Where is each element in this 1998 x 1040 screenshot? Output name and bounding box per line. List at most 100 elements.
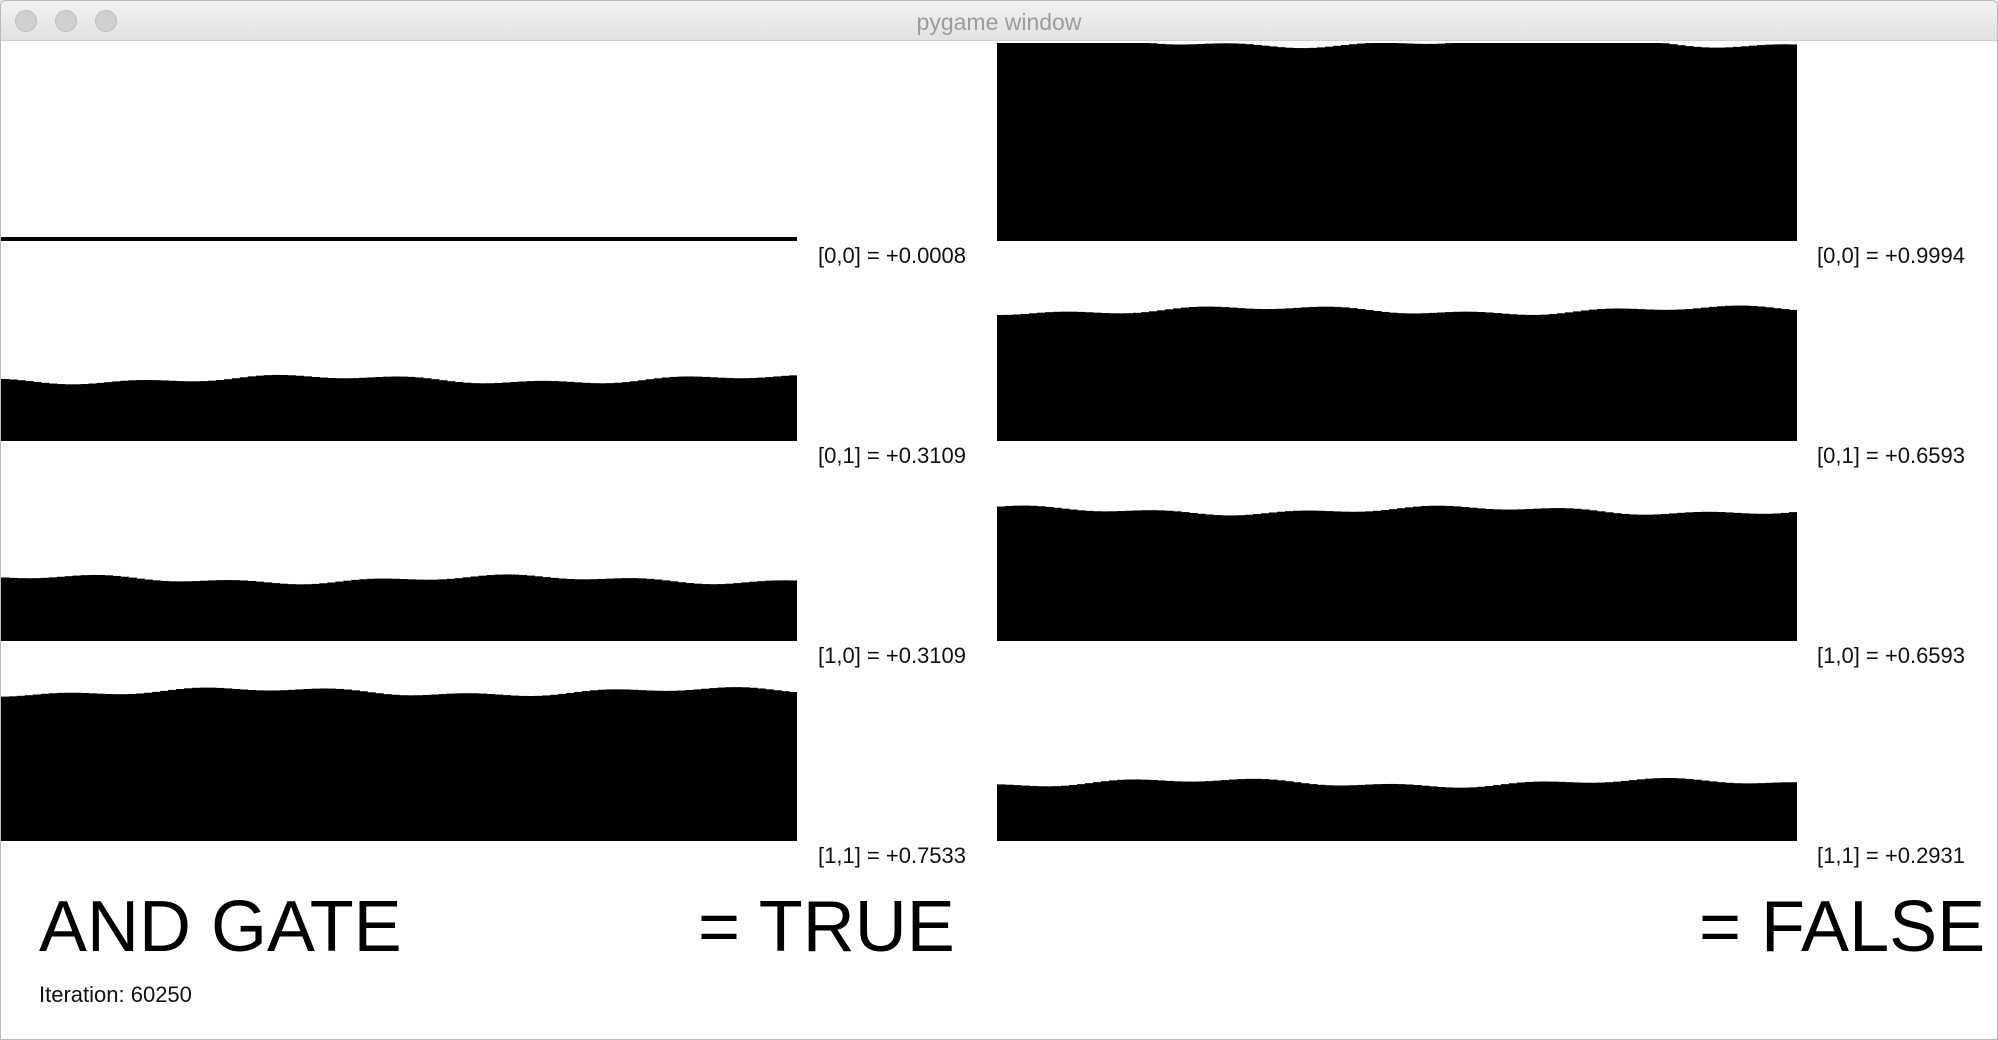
plot-bar (1597, 309, 1606, 441)
plot-bar (1357, 784, 1366, 841)
plot-bar (1765, 307, 1774, 441)
plot-bar (1285, 47, 1294, 241)
plot-bar (534, 380, 543, 441)
plot-bar (207, 380, 217, 441)
plot-bar (486, 693, 496, 841)
plot-bar (1013, 314, 1022, 441)
plot-bar (1061, 311, 1070, 441)
plot-bar (741, 687, 750, 841)
plot-bar (1749, 305, 1758, 441)
plot-false-01 (997, 305, 1797, 441)
plot-bar (1349, 785, 1358, 841)
plot-bar (1549, 43, 1558, 241)
plot-bar (271, 374, 281, 441)
plot-bar (685, 690, 695, 841)
plot-bar (526, 381, 535, 441)
plot-bar (1477, 312, 1486, 441)
plot-bar (438, 380, 448, 441)
plot-bar (1261, 45, 1270, 241)
plot-bar (1061, 43, 1070, 241)
plot-bar (1229, 515, 1238, 641)
plot-bar (1525, 314, 1534, 441)
game-canvas[interactable]: [0,0] = +0.0008 [0,1] = +0.3109 [1,0] = … (1, 41, 1997, 1039)
plot-bar (621, 689, 631, 841)
plot-bar (391, 694, 400, 841)
plot-bar (160, 690, 169, 841)
plot-bar (422, 378, 432, 441)
plot-bar (757, 377, 766, 441)
plot-bar (1269, 308, 1278, 441)
plot-bar (526, 575, 535, 641)
plot-bar (542, 695, 551, 841)
result-false: = FALSE (1699, 887, 1986, 967)
plot-bar (637, 690, 647, 841)
plot-bar (1485, 786, 1494, 841)
plot-bar (1245, 308, 1254, 441)
plot-bar (1309, 510, 1318, 641)
plot-bar (1125, 510, 1134, 641)
plot-bar (1725, 305, 1734, 441)
plot-bar (1557, 313, 1566, 441)
plot-bar (247, 690, 257, 841)
plot-bar (1381, 783, 1390, 841)
plot-bar (1629, 514, 1638, 641)
plot-bar (765, 689, 774, 841)
plot-bar (1165, 780, 1174, 841)
plot-bar (1293, 48, 1302, 241)
plot-bar (1597, 511, 1606, 641)
plot-bar (1493, 785, 1502, 841)
plot-bar (1373, 510, 1382, 641)
plot-bar (1757, 306, 1766, 441)
plot-bar (725, 687, 734, 841)
plot-bar (1437, 505, 1446, 641)
plot-bar (1125, 43, 1134, 241)
minimize-window-button[interactable] (55, 10, 77, 32)
plot-bar (454, 382, 464, 441)
plot-bar (725, 378, 734, 441)
plot-bar (677, 690, 687, 841)
plot-bar (1605, 308, 1614, 441)
plot-bar (1181, 512, 1190, 641)
plot-bar (590, 690, 599, 841)
plot-bar (1269, 779, 1278, 841)
zoom-window-button[interactable] (95, 10, 117, 32)
plot-bar (1221, 307, 1230, 441)
plot-bar (1581, 509, 1590, 641)
close-window-button[interactable] (15, 10, 37, 32)
plot-bar (1621, 513, 1630, 641)
plot-bar (725, 583, 734, 641)
plot-bar (303, 376, 313, 441)
plot-bar (1101, 313, 1110, 441)
plot-bar (733, 687, 742, 841)
plot-bar (773, 690, 782, 841)
plot-bar (1637, 779, 1646, 841)
plot-bar (1773, 513, 1782, 641)
plot-bar (1101, 781, 1110, 841)
plot-bar (1325, 46, 1334, 241)
plot-bar (1285, 308, 1294, 441)
plot-bar (1389, 783, 1398, 841)
plot-bar (1405, 313, 1414, 441)
plot-bar (1341, 511, 1350, 641)
plot-bar (462, 577, 472, 641)
plot-bar (1349, 44, 1358, 242)
plot-bar (653, 690, 663, 841)
plot-bar (287, 375, 297, 441)
plot-bar (1701, 511, 1710, 641)
plot-bar (1557, 43, 1566, 241)
plot-bar (661, 580, 671, 641)
plot-bar (128, 577, 137, 641)
plot-bar (1741, 305, 1750, 441)
plot-bar (1013, 43, 1022, 241)
plot-bar (311, 583, 320, 641)
plot-bar (1389, 43, 1398, 241)
plot-bar (1749, 513, 1758, 641)
plot-bar (789, 580, 797, 641)
plot-bar (1717, 782, 1726, 841)
plot-bar (1757, 45, 1766, 241)
plot-bar (231, 688, 241, 841)
plot-bar (1389, 312, 1398, 441)
plot-bar (542, 380, 551, 441)
plot-bar (1381, 311, 1390, 441)
